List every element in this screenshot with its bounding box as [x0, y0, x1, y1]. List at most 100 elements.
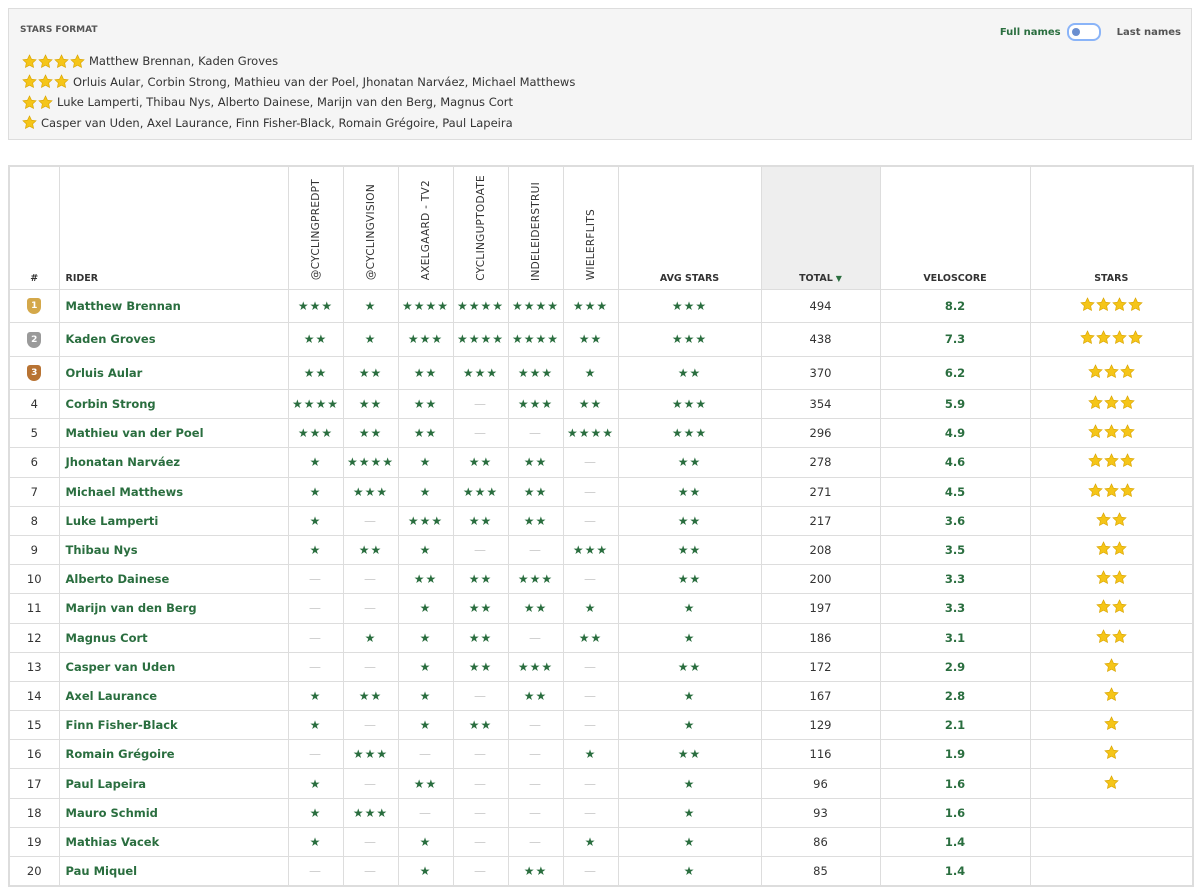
star-rating: —	[562, 447, 619, 478]
stars-cell	[1029, 418, 1194, 449]
star-icon	[1103, 657, 1119, 672]
gold-stars	[1095, 512, 1127, 527]
star-rating: —	[342, 651, 399, 682]
star-rating: ★★	[507, 476, 564, 507]
rider-name[interactable]: Mauro Schmid	[58, 797, 289, 828]
star-rating: —	[342, 593, 399, 624]
star-rating: ★★	[617, 739, 762, 770]
veloscore: 2.8	[879, 680, 1031, 712]
star-rating: ★★	[342, 355, 399, 390]
rank-cell: 8	[8, 505, 60, 536]
stars-cell	[1029, 322, 1194, 357]
rider-name[interactable]: Corbin Strong	[58, 388, 289, 420]
rider-name[interactable]: Marijn van den Berg	[58, 593, 289, 624]
stars-cell	[1029, 680, 1194, 712]
veloscore: 3.6	[879, 505, 1031, 536]
star-rating: ★★★	[287, 418, 344, 449]
star-rating: —	[452, 768, 509, 799]
star-rating: —	[452, 418, 509, 449]
star-icon	[1103, 687, 1119, 702]
star-icon	[22, 74, 37, 89]
rider-name[interactable]: Mathieu van der Poel	[58, 418, 289, 449]
name-toggle[interactable]: Full names Last names	[1000, 23, 1181, 41]
stars-cell	[1029, 768, 1194, 799]
stars-cell	[1029, 651, 1194, 682]
star-rating: ★	[397, 855, 454, 887]
rider-row: 12 Magnus Cort — ★ ★ ★★ — ★★ ★ 186 3.1	[8, 622, 1194, 653]
star-icon	[1103, 774, 1119, 789]
star-rating: ★★	[452, 710, 509, 741]
rank-cell: 18	[8, 797, 60, 828]
star-rating: ★★	[452, 651, 509, 682]
star-rating: —	[287, 622, 344, 653]
total: 370	[760, 355, 881, 390]
rider-row: 9 Thibau Nys ★ ★★ ★ — — ★★★ ★★ 208 3.5	[8, 534, 1194, 566]
veloscore: 1.6	[879, 797, 1031, 828]
star-rating: ★★	[507, 680, 564, 712]
rider-name[interactable]: Axel Laurance	[58, 680, 289, 712]
stars-cell	[1029, 534, 1194, 566]
rider-name[interactable]: Paul Lapeira	[58, 768, 289, 799]
star-rating: ★★	[507, 593, 564, 624]
rank-cell: 2	[8, 322, 60, 357]
total: 438	[760, 322, 881, 357]
rider-name[interactable]: Michael Matthews	[58, 476, 289, 507]
veloscore: 6.2	[879, 355, 1031, 390]
star-rating: —	[452, 739, 509, 770]
star-rating: ★★★	[507, 564, 564, 595]
star-rating: ★★★	[617, 418, 762, 449]
group-riders: Luke Lamperti, Thibau Nys, Alberto Daine…	[57, 95, 514, 110]
rank-cell: 9	[8, 534, 60, 566]
rider-row: 7 Michael Matthews ★ ★★★ ★ ★★★ ★★ — ★★ 271 4.5	[8, 476, 1194, 507]
star-icon	[1119, 424, 1135, 439]
toggle-switch[interactable]	[1066, 23, 1101, 41]
column-header[interactable]: TOTAL ▼	[760, 165, 881, 290]
rider-name[interactable]: Casper van Uden	[58, 651, 289, 682]
stars-cell	[1029, 710, 1194, 741]
rider-row: 2 Kaden Groves ★★ ★ ★★★ ★★★★ ★★★★ ★★ ★★★ 438 7.3	[8, 322, 1194, 357]
veloscore: 1.6	[879, 768, 1031, 799]
star-rating: ★★★	[342, 797, 399, 828]
star-rating: ★★★	[617, 288, 762, 323]
rider-name[interactable]: Alberto Dainese	[58, 564, 289, 595]
rider-name[interactable]: Finn Fisher-Black	[58, 710, 289, 741]
star-rating: ★★	[342, 534, 399, 566]
rider-name[interactable]: Magnus Cort	[58, 622, 289, 653]
rider-name[interactable]: Orluis Aular	[58, 355, 289, 390]
rider-name[interactable]: Pau Miquel	[58, 855, 289, 887]
star-rating: —	[342, 505, 399, 536]
star-rating: ★	[562, 593, 619, 624]
rider-name[interactable]: Kaden Groves	[58, 322, 289, 357]
star-rating: ★★★	[507, 651, 564, 682]
gold-stars	[1079, 296, 1143, 312]
star-icon	[70, 53, 85, 68]
rider-name[interactable]: Romain Grégoire	[58, 739, 289, 770]
star-icon	[38, 53, 53, 68]
rider-name[interactable]: Luke Lamperti	[58, 505, 289, 536]
star-rating: —	[452, 534, 509, 566]
rider-name[interactable]: Thibau Nys	[58, 534, 289, 566]
star-icon	[1095, 541, 1111, 556]
star-icon	[1111, 296, 1127, 311]
star-icon	[22, 53, 37, 68]
toggle-label[interactable]: Full names	[999, 26, 1061, 38]
total: 86	[760, 826, 881, 858]
star-rating: ★★	[452, 505, 509, 536]
star-rating: —	[287, 593, 344, 624]
rider-name[interactable]: Mathias Vacek	[58, 826, 289, 858]
star-icon	[22, 94, 37, 109]
star-rating: ★	[287, 534, 344, 566]
veloscore: 4.5	[879, 476, 1031, 507]
star-rating: ★	[397, 534, 454, 566]
star-group: Luke Lamperti, Thibau Nys, Alberto Daine…	[22, 92, 575, 113]
rider-name[interactable]: Jhonatan Narváez	[58, 447, 289, 478]
star-icon	[1095, 296, 1111, 311]
star-icon	[1087, 363, 1103, 378]
rider-row: 6 Jhonatan Narváez ★ ★★★★ ★ ★★ ★★ — ★★ 278 4.6	[8, 447, 1194, 478]
rider-name[interactable]: Matthew Brennan	[58, 288, 289, 323]
header-text: TOTAL	[799, 272, 833, 284]
star-icon	[1127, 330, 1143, 345]
total: 354	[760, 388, 881, 420]
toggle-label[interactable]: Last names	[1116, 26, 1181, 38]
star-rating: —	[562, 505, 619, 536]
